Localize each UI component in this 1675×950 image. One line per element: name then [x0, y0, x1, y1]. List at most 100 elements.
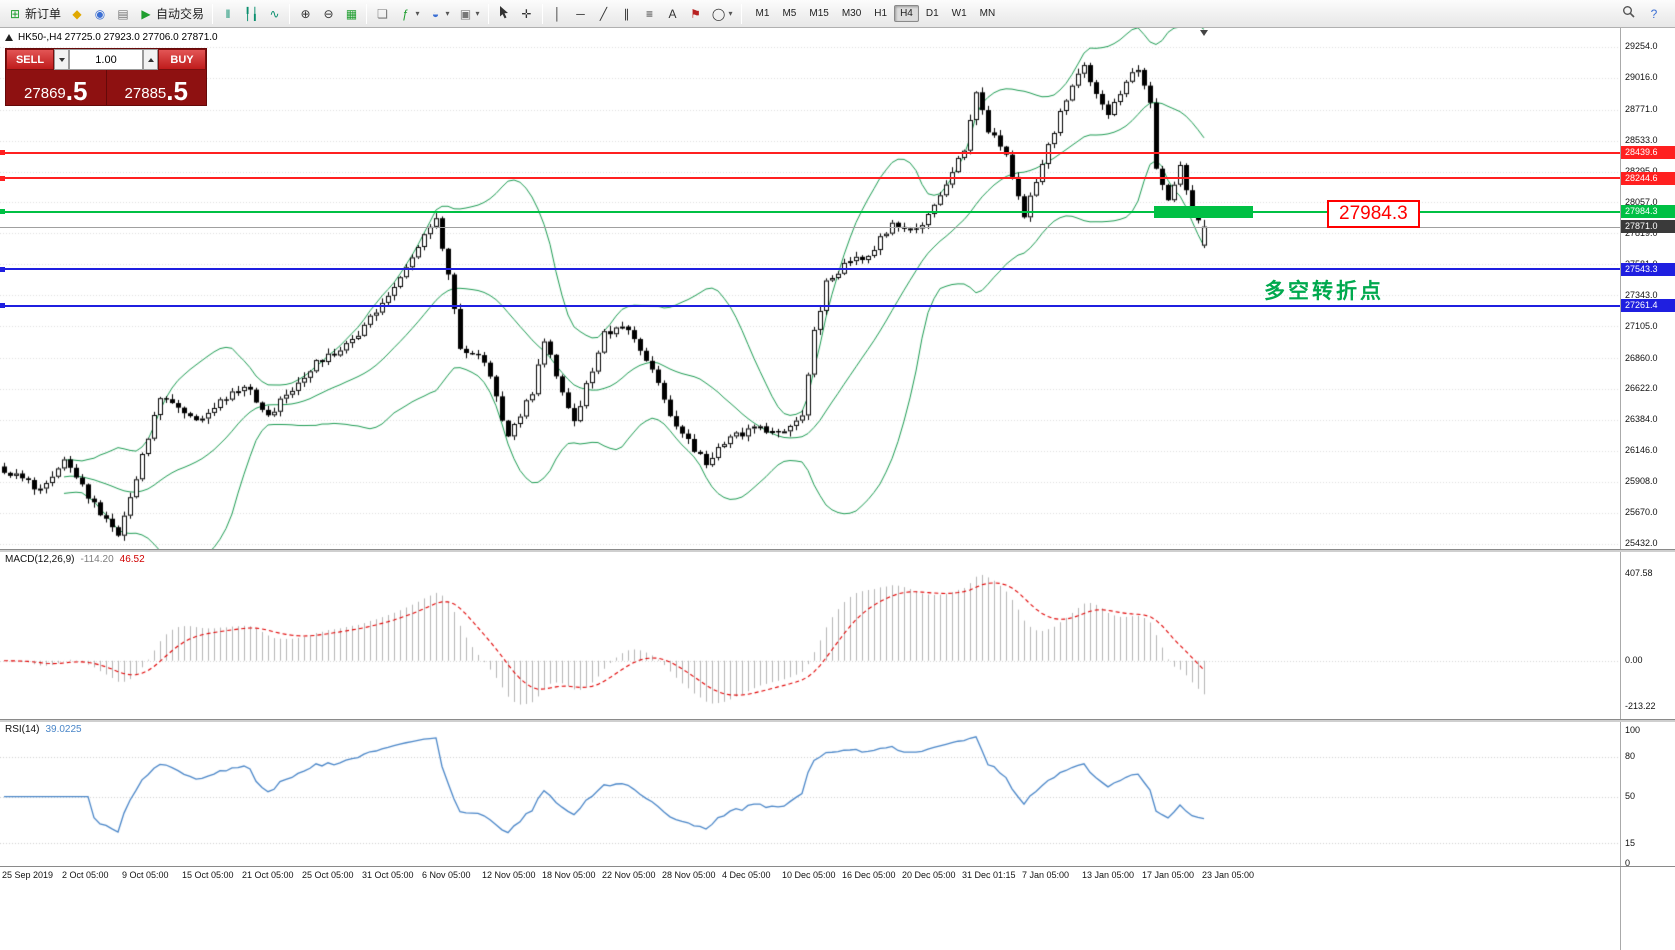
- hline-anchor[interactable]: [0, 150, 5, 156]
- templates-icon: ▣: [459, 6, 472, 21]
- cursor-icon: [497, 5, 511, 23]
- candlestick-chart-button[interactable]: ╿╽: [240, 2, 262, 26]
- horizontal-line-button[interactable]: ─: [570, 2, 592, 26]
- price-scale-label: 25670.0: [1625, 507, 1658, 518]
- timeframe-w1-button[interactable]: W1: [951, 8, 967, 19]
- volume-input[interactable]: [69, 49, 143, 70]
- chevron-down-icon: ▾: [475, 9, 480, 18]
- tile-windows-button[interactable]: ❏: [371, 2, 393, 26]
- bars-chart-button[interactable]: ǁ: [217, 2, 239, 26]
- sell-price-button[interactable]: 27869.5: [6, 70, 107, 105]
- price-scale[interactable]: 29254.0 29016.0 28771.0 28533.0 28295.0 28057…: [1620, 28, 1675, 950]
- price-callout-label[interactable]: 27984.3: [1327, 200, 1420, 228]
- time-axis-label: 7 Jan 05:00: [1022, 870, 1070, 880]
- hline-anchor[interactable]: [0, 209, 5, 215]
- timeframe-m15-button[interactable]: M15: [809, 8, 829, 19]
- time-axis[interactable]: 25 Sep 2019 2 Oct 05:00 9 Oct 05:00 15 Oct …: [0, 868, 1620, 890]
- price-scale-label: 28295.0: [1625, 166, 1658, 177]
- timeframe-m30-button[interactable]: M30: [841, 8, 862, 19]
- panel-separator[interactable]: [0, 719, 1675, 722]
- volume-decrease-button[interactable]: [54, 49, 69, 70]
- one-click-toggle-icon[interactable]: [5, 34, 13, 41]
- timeframe-d1-button[interactable]: D1: [925, 8, 939, 19]
- timeframe-h4-button[interactable]: H4: [894, 5, 919, 22]
- channel-button[interactable]: ∥: [616, 2, 638, 26]
- horizontal-line-icon: ─: [576, 6, 585, 21]
- price-hline-27543.3[interactable]: [0, 268, 1620, 271]
- toolbar-separator: [289, 3, 291, 24]
- vertical-line-icon: │: [553, 6, 562, 21]
- panel-separator[interactable]: [0, 549, 1675, 552]
- hline-anchor[interactable]: [0, 266, 5, 272]
- timeframe-m1-button[interactable]: M1: [755, 8, 770, 19]
- highlight-rectangle-object[interactable]: [1154, 205, 1253, 218]
- zoom-out-icon: ⊖: [323, 6, 334, 21]
- toolbar-separator: [487, 3, 489, 24]
- timeframe-m5-button[interactable]: M5: [782, 8, 797, 19]
- price-scale-label: 28533.0: [1625, 135, 1658, 146]
- trendline-icon: ╱: [599, 6, 608, 21]
- price-hline-27984.3[interactable]: [0, 210, 1620, 213]
- time-axis-label: 25 Sep 2019: [2, 870, 54, 880]
- time-axis-label: 20 Dec 05:00: [902, 870, 956, 880]
- volume-increase-button[interactable]: [143, 49, 158, 70]
- chevron-down-icon: ▾: [415, 9, 420, 18]
- rsi-scale-label: 0: [1625, 857, 1631, 868]
- crosshair-icon: ✛: [521, 6, 532, 21]
- price-scale-label: 28057.0: [1625, 196, 1658, 207]
- time-axis-label: 18 Nov 05:00: [542, 870, 596, 880]
- fibonacci-button[interactable]: ≡: [639, 2, 661, 26]
- turning-point-note[interactable]: 多空转折点: [1264, 278, 1384, 303]
- trendline-button[interactable]: ╱: [593, 2, 615, 26]
- triangle-down-icon: [58, 57, 65, 62]
- hline-anchor[interactable]: [0, 175, 5, 181]
- new-order-button[interactable]: ⊞ 新订单: [4, 2, 65, 26]
- sell-button[interactable]: SELL: [6, 49, 54, 70]
- sell-price-frac: .5: [65, 75, 88, 106]
- autotrading-button[interactable]: ▶ 自动交易: [135, 2, 208, 26]
- zoom-out-button[interactable]: ⊖: [317, 2, 339, 26]
- rsi-panel-canvas[interactable]: [0, 722, 1620, 866]
- objects-button[interactable]: ◒ ▾: [425, 2, 454, 26]
- new-order-label: 新订单: [25, 7, 62, 21]
- timeframe-mn-button[interactable]: MN: [979, 8, 996, 19]
- line-chart-button[interactable]: ∿: [263, 2, 285, 26]
- cursor-button[interactable]: [493, 2, 515, 26]
- time-axis-label: 9 Oct 05:00: [122, 870, 169, 880]
- time-axis-label: 2 Oct 05:00: [62, 870, 109, 880]
- navigator-button[interactable]: ◉: [89, 2, 111, 26]
- buy-price-button[interactable]: 27885.5: [107, 70, 207, 105]
- text-tool-button[interactable]: A: [662, 2, 684, 26]
- shapes-button[interactable]: ◯ ▾: [708, 2, 737, 26]
- zoom-in-button[interactable]: ⊕: [294, 2, 316, 26]
- time-axis-label: 10 Dec 05:00: [782, 870, 836, 880]
- sell-price-main: 27869: [24, 84, 66, 102]
- main-chart-canvas[interactable]: [0, 28, 1620, 549]
- macd-panel-canvas[interactable]: [0, 552, 1620, 719]
- zoom-in-icon: ⊕: [300, 6, 311, 21]
- timeframe-group: M1 M5 M15 M30 H1 H4 D1 W1 MN: [750, 5, 1003, 22]
- indicators-button[interactable]: ƒ ▾: [394, 2, 423, 26]
- rsi-scale-label: 50: [1625, 791, 1636, 802]
- price-hline-28244.6[interactable]: [0, 177, 1620, 180]
- arrows-tool-button[interactable]: ⚑: [685, 2, 707, 26]
- search-button[interactable]: [1617, 2, 1639, 26]
- timeframe-h1-button[interactable]: H1: [874, 8, 888, 19]
- grid-button[interactable]: ▦: [340, 2, 362, 26]
- price-scale-label: 25908.0: [1625, 476, 1658, 487]
- toolbar-separator: [212, 3, 214, 24]
- time-axis-label: 21 Oct 05:00: [242, 870, 294, 880]
- terminal-button[interactable]: ▤: [112, 2, 134, 26]
- market-watch-button[interactable]: ◆: [66, 2, 88, 26]
- hline-anchor[interactable]: [0, 303, 5, 309]
- templates-button[interactable]: ▣ ▾: [455, 2, 484, 26]
- crosshair-button[interactable]: ✛: [516, 2, 538, 26]
- vertical-line-button[interactable]: │: [547, 2, 569, 26]
- price-hline-28439.6[interactable]: [0, 151, 1620, 154]
- buy-button[interactable]: BUY: [158, 49, 206, 70]
- chart-shift-marker[interactable]: [1200, 30, 1208, 36]
- price-hline-27261.4[interactable]: [0, 304, 1620, 307]
- help-button[interactable]: ?: [1643, 2, 1665, 26]
- bars-chart-icon: ǁ: [225, 6, 231, 21]
